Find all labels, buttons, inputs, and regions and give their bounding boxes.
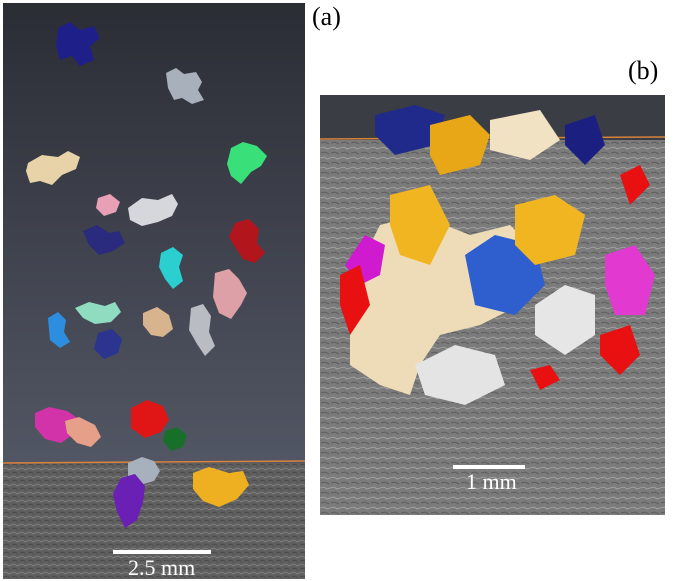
skyblue-particle [48,312,70,348]
pink-particle [96,194,120,216]
panel-a-render: 2.5 mm [3,3,305,579]
purple-particle [113,474,145,528]
panel-a-scene: 2.5 mm [3,3,305,579]
cyan-particle [159,247,183,289]
indigo-particle [94,329,122,359]
silver-particle [189,304,215,356]
mint-particle [75,302,121,324]
panel-b-label: (b) [628,56,659,85]
cream-cluster [490,110,560,160]
navy-particle [83,225,125,255]
red-particle [131,400,169,438]
tan-particle [143,307,173,337]
white-cluster-bottom [415,345,505,405]
panel-a-label: (a) [312,2,341,31]
navy-cluster [375,105,445,155]
gold-cluster [430,115,490,175]
salmon-particle [65,417,101,447]
red-cluster-edge [620,165,650,205]
gray-particle [166,68,204,104]
gold-cluster-right [515,195,585,265]
red-cluster-bottom [530,365,560,390]
darkred-particle [229,219,265,263]
beige-particle [26,151,80,185]
panel-b-scene: 1 mm [320,95,665,515]
green-particle [227,142,267,184]
blue-particle [56,22,100,66]
panel-b-render: 1 mm [320,95,665,515]
magenta-cluster-right [605,245,655,315]
gold-cluster-left [390,185,450,265]
panel-a-scale-label: 2.5 mm [128,555,195,579]
darkgreen-particle [163,427,187,451]
blue-cluster-top [565,115,605,165]
red-cluster-left [340,265,370,335]
lightpink-particle [213,269,247,319]
white-particle [128,194,178,226]
white-cluster-right [535,285,595,355]
panel-a-ground [3,463,305,579]
panel-b-scale-label: 1 mm [466,469,517,494]
gold-particle [193,467,249,507]
red-cluster-right [600,325,640,375]
